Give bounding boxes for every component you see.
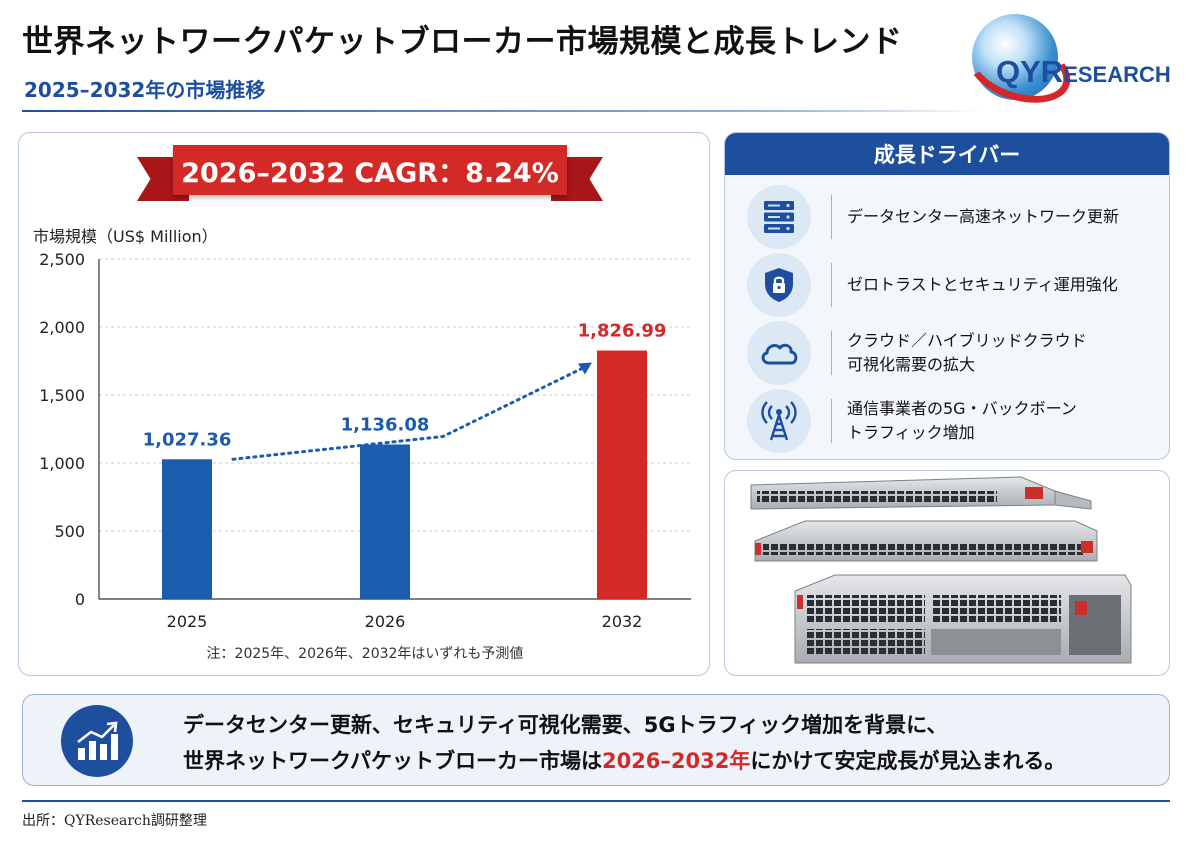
source-note: 出所：QYResearch調研整理 bbox=[22, 813, 207, 829]
page-title: 世界ネットワークパケットブローカー市場規模と成長トレンド bbox=[22, 24, 903, 60]
y-tick-label: 0 bbox=[75, 590, 85, 609]
chart-footnote: 注：2025年、2026年、2032年はいずれも予測値 bbox=[206, 646, 524, 662]
qyresearch-logo: QYRESEARCH bbox=[959, 10, 1176, 115]
driver-item-datacenter: データセンター高速ネットワーク更新 bbox=[725, 183, 1169, 253]
growth-drivers-title: 成長ドライバー bbox=[725, 133, 1169, 175]
cagr-banner: 2026–2032 CAGR：8.24% bbox=[137, 145, 603, 203]
title-divider bbox=[22, 110, 982, 112]
driver-text: 通信事業者の5G・バックボーン トラフィック増加 bbox=[847, 399, 1077, 442]
x-tick-label: 2026 bbox=[365, 612, 406, 631]
data-label: 1,027.36 bbox=[143, 429, 232, 450]
growth-chart-icon bbox=[61, 705, 133, 777]
market-chart-panel: 0 500 1,000 1,500 2,000 2,500 1,027.36 2025 1,13… bbox=[18, 132, 710, 676]
bar-chart: 0 500 1,000 1,500 2,000 2,500 1,027.36 2025 1,13… bbox=[39, 250, 691, 631]
summary-line-2: 世界ネットワークパケットブローカー市場は2026–2032年にかけて安定成長が見… bbox=[183, 749, 1066, 773]
data-label: 1,136.08 bbox=[341, 414, 430, 435]
trend-line bbox=[231, 363, 592, 461]
x-tick-label: 2032 bbox=[602, 612, 643, 631]
trend-arrowhead bbox=[578, 362, 592, 375]
globe-icon bbox=[972, 14, 1058, 100]
bar-2032 bbox=[597, 350, 647, 599]
driver-item-cloud: クラウド／ハイブリッドクラウド 可視化需要の拡大 bbox=[725, 319, 1169, 389]
y-tick-label: 1,000 bbox=[39, 454, 85, 473]
cloud-icon bbox=[747, 321, 811, 385]
x-tick-label: 2025 bbox=[167, 612, 208, 631]
logo-wordmark: QYRESEARCH bbox=[996, 54, 1171, 89]
y-tick-label: 1,500 bbox=[39, 386, 85, 405]
driver-text: データセンター高速ネットワーク更新 bbox=[847, 207, 1120, 226]
driver-divider bbox=[831, 195, 832, 239]
y-tick-label: 2,000 bbox=[39, 318, 85, 337]
bar-2025 bbox=[162, 459, 212, 599]
y-tick-label: 500 bbox=[54, 522, 85, 541]
cagr-text: 2026–2032 CAGR：8.24% bbox=[173, 145, 567, 195]
summary-line-1: データセンター更新、セキュリティ可視化需要、5Gトラフィック増加を背景に、 bbox=[183, 713, 948, 737]
server-rack-icon bbox=[747, 185, 811, 249]
hardware-image-panel bbox=[724, 470, 1170, 676]
summary-highlight: 2026–2032年 bbox=[601, 749, 751, 773]
footer-divider bbox=[22, 800, 1170, 802]
summary-box: データセンター更新、セキュリティ可視化需要、5Gトラフィック増加を背景に、 世界… bbox=[22, 694, 1170, 786]
packet-broker-appliances-image bbox=[750, 476, 1132, 664]
antenna-tower-icon bbox=[747, 389, 811, 453]
driver-text: クラウド／ハイブリッドクラウド 可視化需要の拡大 bbox=[847, 331, 1087, 374]
driver-item-security: ゼロトラストとセキュリティ運用強化 bbox=[725, 251, 1169, 321]
driver-divider bbox=[831, 263, 832, 307]
page-subtitle: 2025–2032年の市場推移 bbox=[24, 78, 266, 102]
driver-divider bbox=[831, 331, 832, 375]
shield-lock-icon bbox=[747, 253, 811, 317]
y-tick-label: 2,500 bbox=[39, 250, 85, 269]
y-axis-label: 市場規模（US$ Million） bbox=[33, 227, 218, 246]
driver-text: ゼロトラストとセキュリティ運用強化 bbox=[847, 275, 1118, 294]
bar-2026 bbox=[360, 444, 410, 599]
data-label: 1,826.99 bbox=[578, 321, 667, 342]
driver-divider bbox=[831, 399, 832, 443]
growth-drivers-panel: 成長ドライバー データセンター高速ネットワーク更新 bbox=[724, 132, 1170, 460]
driver-item-5g: 通信事業者の5G・バックボーン トラフィック増加 bbox=[725, 387, 1169, 457]
